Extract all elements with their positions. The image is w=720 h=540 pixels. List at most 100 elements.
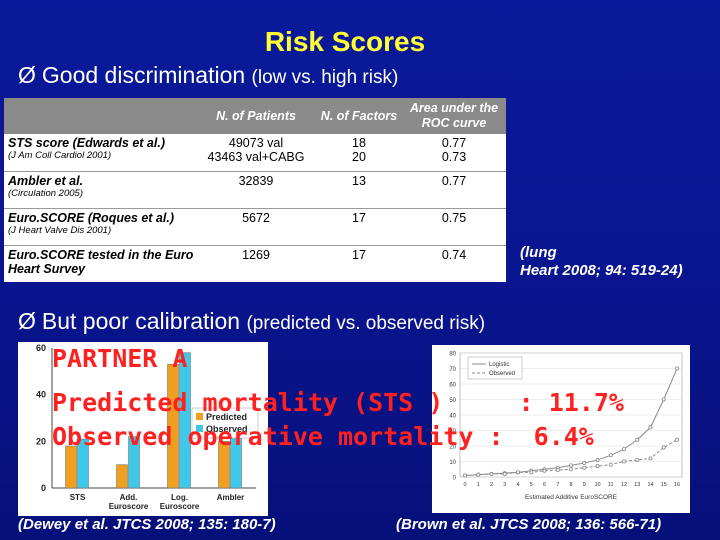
table-cell-factors: 17 <box>316 244 402 282</box>
x-tick-label: 6 <box>543 482 546 488</box>
data-point <box>674 437 679 442</box>
legend-swatch <box>196 413 203 420</box>
bullet-main-text: Good discrimination <box>41 62 246 88</box>
bar-predicted <box>116 464 128 489</box>
risk-score-table: N. of Patients N. of Factors Area under … <box>4 98 506 282</box>
data-point <box>621 447 626 452</box>
score-name: Ambler et al. <box>8 173 84 188</box>
table-cell-name: Euro.SCORE (Roques et al.) (J Heart Valve… <box>4 207 196 245</box>
x-tick-label: STS <box>70 493 86 502</box>
bar-chart: 0 20 40 60 STS Add. Euroscore Log. Euroscore Ambl… <box>18 342 268 516</box>
observed-mortality-text: Observed operative mortality : 6.4% <box>52 422 594 451</box>
x-tick-label: 5 <box>530 482 533 488</box>
y-tick-label: 50 <box>449 398 456 404</box>
bar-observed <box>77 438 89 489</box>
x-tick-label: 8 <box>569 482 572 488</box>
legend-swatch <box>196 425 203 432</box>
table-cell-factors: 18 20 <box>352 136 366 164</box>
legend-label: Logistic <box>489 362 509 368</box>
data-point <box>568 463 573 468</box>
table-row: STS score (Edwards et al.) (J Am Coll Car… <box>4 134 506 171</box>
y-tick-label: 30 <box>449 429 456 435</box>
table-cell-patients: 32839 <box>196 170 316 208</box>
data-point <box>476 472 481 477</box>
data-point <box>529 470 534 475</box>
table-row: Euro.SCORE (Roques et al.) (J Heart Valve… <box>4 207 506 245</box>
data-point <box>489 471 494 476</box>
data-point <box>648 425 653 430</box>
table-header <box>4 98 196 134</box>
slide-title: Risk Scores <box>264 26 426 57</box>
y-tick-label: 20 <box>36 436 46 446</box>
table-row: Ambler et al. (Circulation 2005) 32839 13 0.… <box>4 170 506 208</box>
data-point <box>595 464 600 469</box>
x-tick-label: 1 <box>477 482 480 488</box>
x-tick-label: Log. <box>171 493 188 502</box>
score-reference: (Circulation 2005) <box>8 187 83 199</box>
bullet-sub-text: (low vs. high risk) <box>251 67 399 88</box>
table-cell-name: STS score (Edwards et al.) (J Am Coll Car… <box>4 134 196 171</box>
bullet-calibration: Ø But poor calibration (predicted vs. obs… <box>18 308 485 335</box>
caption-right: (Brown et al. JTCS 2008; 136: 566-71) <box>396 516 662 533</box>
y-tick-label: 60 <box>36 343 46 353</box>
predicted-mortality-text: Predicted mortality (STS ) : 11.7% <box>52 388 624 417</box>
x-tick-label: 3 <box>503 482 506 488</box>
legend-label: Observed <box>489 371 515 377</box>
score-reference: (J Heart Valve Dis 2001) <box>8 224 112 236</box>
data-point <box>516 470 521 475</box>
x-tick-label: 15 <box>661 482 667 488</box>
line-chart: 0 10 20 30 40 50 60 70 80 0 1 2 3 4 5 6 7 8 9 10 11 12 13 14 15 1… <box>432 345 690 513</box>
x-tick-label: Euroscore <box>160 502 200 511</box>
y-tick-label: 20 <box>449 445 456 451</box>
x-tick-label: 13 <box>634 482 640 488</box>
data-point <box>661 445 666 450</box>
bar-predicted <box>167 364 179 489</box>
data-point <box>674 366 679 371</box>
x-tick-label: 10 <box>594 482 600 488</box>
data-point <box>502 471 507 476</box>
table-cell-name: Ambler et al. (Circulation 2005) <box>4 170 196 208</box>
table-cell-auc: 0.75 <box>402 207 506 245</box>
table-header: Area under the ROC curve <box>402 98 506 134</box>
data-point <box>595 457 600 462</box>
data-point <box>608 453 613 458</box>
table-cell-auc: 0.77 <box>402 170 506 208</box>
data-point <box>555 468 560 473</box>
x-tick-label: 12 <box>621 482 627 488</box>
table-header: N. of Patients <box>196 98 316 134</box>
caption-left: (Dewey et al. JTCS 2008; 135: 180-7) <box>18 516 276 533</box>
x-tick-label: 16 <box>674 482 680 488</box>
y-tick-label: 70 <box>449 367 456 373</box>
x-tick-label: 4 <box>516 482 519 488</box>
bar-observed <box>128 436 140 489</box>
score-name: Euro.SCORE tested in the Euro Heart Surv… <box>8 247 194 276</box>
bar-predicted <box>65 445 77 489</box>
score-reference: (J Am Coll Cardiol 2001) <box>8 150 112 161</box>
y-tick-label: 80 <box>449 352 456 358</box>
bullet-discrimination: Ø Good discrimination (low vs. high risk) <box>18 62 398 89</box>
data-point <box>635 437 640 442</box>
table-cell-auc: 0.77 0.73 <box>441 136 467 164</box>
score-name: STS score (Edwards et al.) <box>8 136 165 150</box>
data-point <box>635 457 640 462</box>
data-point <box>661 397 666 402</box>
legend-box <box>467 356 523 380</box>
partner-a-heading: PARTNER A <box>52 344 188 373</box>
table-cell-patients: 49073 val 43463 val+CABG <box>207 136 305 164</box>
table-reference-line: Heart 2008; 94: 519-24) <box>520 262 683 279</box>
table-header: N. of Factors <box>316 98 402 134</box>
bar-observed <box>179 352 191 489</box>
data-point <box>621 459 626 464</box>
x-tick-label: Euroscore <box>109 502 149 511</box>
legend-label: Observed <box>206 424 248 434</box>
arrow-bullet-icon: Ø <box>18 62 36 88</box>
legend-label: Predicted <box>206 412 247 422</box>
table-cell-patients: 5672 <box>196 207 316 245</box>
table-reference-line: (lung <box>520 244 557 261</box>
x-tick-label: 9 <box>583 482 586 488</box>
y-tick-label: 0 <box>453 476 457 482</box>
data-point <box>648 456 653 461</box>
bullet-main-text: But poor calibration <box>41 308 241 334</box>
